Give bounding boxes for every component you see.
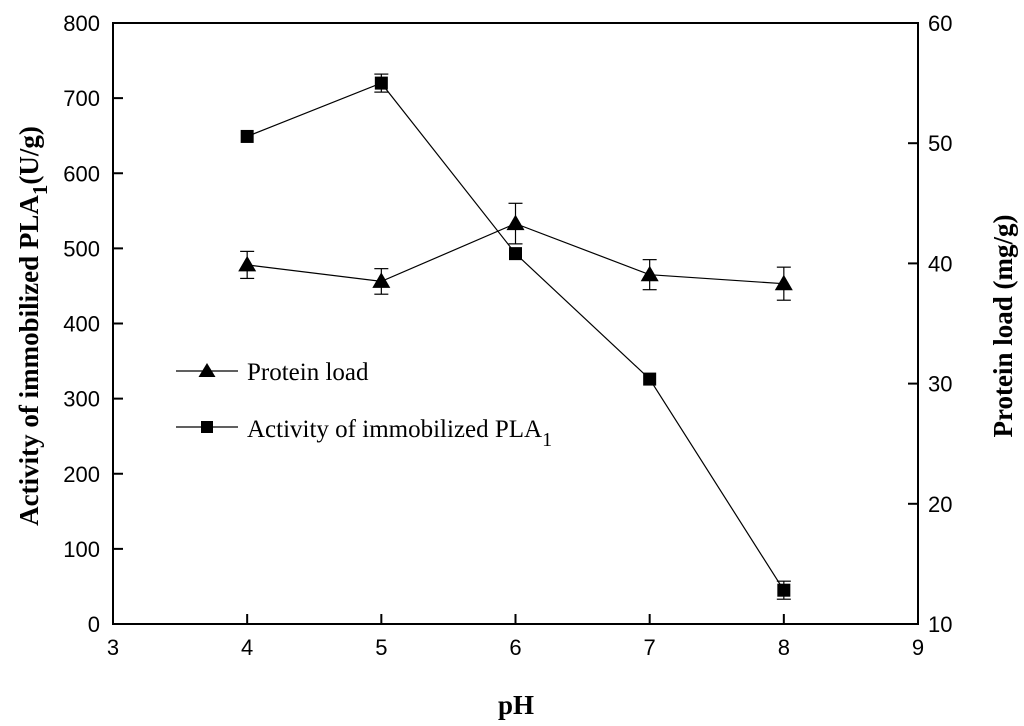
y-right-tick-label: 50 bbox=[928, 131, 952, 156]
y-axis-left-title-main: Activity of immobilized PLA bbox=[14, 195, 44, 526]
y-right-tick-label: 60 bbox=[928, 11, 952, 36]
legend-triangle-marker bbox=[198, 363, 216, 377]
y-left-tick-label: 700 bbox=[63, 86, 100, 111]
y-axis-left-ticks: 0 100 200 300 400 500 600 700 800 bbox=[63, 11, 123, 637]
y-left-tick-label: 0 bbox=[88, 612, 100, 637]
series-protein-load bbox=[238, 202, 793, 301]
y-right-tick-label: 30 bbox=[928, 372, 952, 397]
y-right-tick-label: 10 bbox=[928, 612, 952, 637]
data-point-triangle bbox=[774, 274, 793, 291]
data-point-triangle bbox=[640, 265, 659, 282]
legend-label-activity-main: Activity of immobilized PLA bbox=[247, 416, 542, 443]
x-tick-label: 9 bbox=[912, 635, 924, 660]
y-right-tick-label: 40 bbox=[928, 251, 952, 276]
data-point-square bbox=[777, 583, 791, 597]
series-line-activity bbox=[246, 82, 785, 591]
data-point-square bbox=[374, 76, 388, 90]
x-tick-label: 4 bbox=[241, 635, 253, 660]
y-left-tick-label: 800 bbox=[63, 11, 100, 36]
y-axis-left-title: Activity of immobilized PLA1(U/g) bbox=[14, 126, 52, 526]
x-tick-label: 8 bbox=[778, 635, 790, 660]
y-left-tick-label: 400 bbox=[63, 312, 100, 337]
y-axis-right-title: Protein load (mg/g) bbox=[988, 215, 1018, 438]
x-tick-label: 5 bbox=[375, 635, 387, 660]
x-tick-label: 6 bbox=[509, 635, 521, 660]
y-left-tick-label: 200 bbox=[63, 462, 100, 487]
data-point-square bbox=[643, 372, 657, 386]
y-axis-right-ticks: 10 20 30 40 50 60 bbox=[908, 11, 952, 637]
plot-frame bbox=[112, 22, 919, 625]
y-right-tick-label: 20 bbox=[928, 492, 952, 517]
data-point-square bbox=[240, 129, 254, 143]
series-activity bbox=[240, 73, 791, 600]
data-point-square bbox=[509, 247, 522, 261]
x-axis-ticks: 3 4 5 6 7 8 9 bbox=[107, 614, 924, 660]
series-layer bbox=[238, 73, 793, 600]
y-left-tick-label: 300 bbox=[63, 387, 100, 412]
x-axis-title: pH bbox=[498, 690, 534, 720]
legend-item-activity: Activity of immobilized PLA1 bbox=[176, 416, 552, 451]
legend-label-activity-subscript: 1 bbox=[542, 429, 552, 451]
legend-label-protein-load: Protein load bbox=[247, 359, 369, 386]
plot-area-border bbox=[112, 22, 919, 625]
y-left-tick-label: 600 bbox=[63, 161, 100, 186]
legend: Protein load Activity of immobilized PLA… bbox=[176, 359, 552, 451]
legend-label-activity: Activity of immobilized PLA1 bbox=[247, 416, 552, 451]
y-axis-left-title-unit: (U/g) bbox=[14, 126, 44, 184]
data-point-triangle bbox=[506, 214, 525, 231]
y-left-tick-label: 500 bbox=[63, 236, 100, 261]
data-point-triangle bbox=[372, 272, 391, 288]
legend-square-marker bbox=[201, 421, 213, 433]
x-tick-label: 7 bbox=[644, 635, 656, 660]
x-tick-label: 3 bbox=[107, 635, 119, 660]
data-point-triangle bbox=[238, 255, 257, 272]
y-left-tick-label: 100 bbox=[63, 537, 100, 562]
legend-item-protein-load: Protein load bbox=[176, 359, 369, 386]
y-axis-left-title-subscript: 1 bbox=[28, 185, 52, 196]
